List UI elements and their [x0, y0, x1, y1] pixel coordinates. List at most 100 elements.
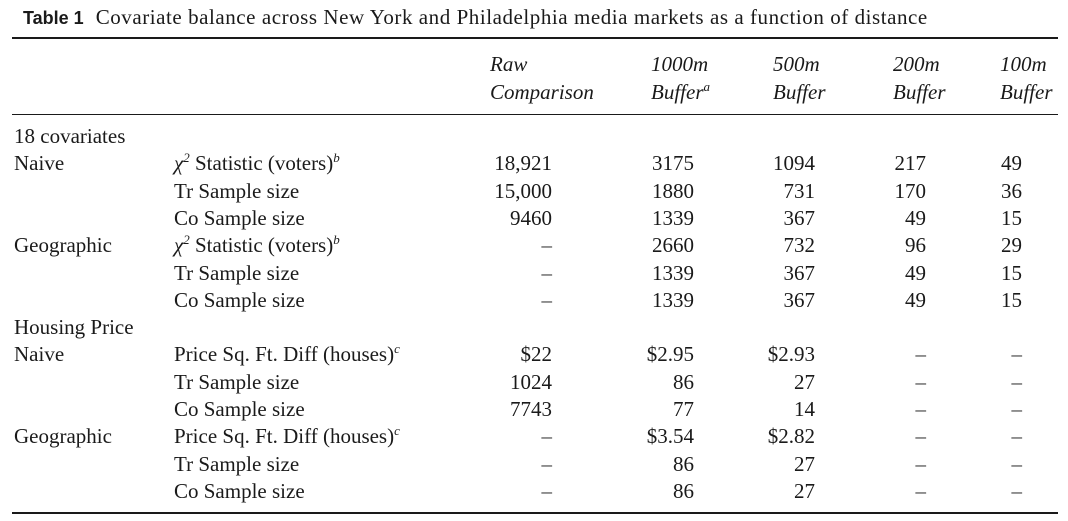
- table-label: Table 1: [23, 8, 84, 28]
- footnote-marker: a: [703, 79, 711, 94]
- table-row: Co Sample size – 86 27 – –: [0, 478, 1068, 505]
- row-group-label: Geographic: [14, 424, 112, 449]
- table-cell: 86: [673, 451, 694, 476]
- table-cell: 15: [1001, 287, 1022, 312]
- table-cell: 49: [905, 205, 926, 230]
- row-label: Tr Sample size: [174, 451, 299, 478]
- row-label-text: Co Sample size: [174, 287, 305, 312]
- table-cell: –: [541, 287, 553, 312]
- chi-squared-symbol: χ2: [174, 150, 190, 176]
- row-group-label: Geographic: [14, 233, 112, 258]
- row-label-text: Tr Sample size: [174, 260, 300, 285]
- column-header-100m: 100m Buffer: [1000, 51, 1053, 105]
- table-cell: 27: [794, 369, 815, 394]
- row-label-text: Co Sample size: [174, 205, 305, 230]
- table-cell: 367: [783, 205, 816, 230]
- column-header-line1: 500m: [773, 52, 820, 76]
- table-row: Housing Price: [0, 314, 1068, 341]
- table-cell: –: [915, 342, 927, 367]
- table-cell: 77: [673, 397, 694, 421]
- row-label: Price Sq. Ft. Diff (houses)c: [174, 341, 400, 368]
- table-cell: –: [541, 260, 553, 285]
- table-cell: –: [1011, 369, 1023, 394]
- table-cell: –: [915, 397, 927, 421]
- table-cell: 367: [783, 260, 816, 285]
- row-label-text: Statistic (voters): [195, 151, 334, 176]
- column-header-line2: Buffer: [773, 80, 826, 104]
- table-cell: 7743: [510, 397, 552, 421]
- row-label-text: Tr Sample size: [174, 369, 300, 394]
- table-cell: 9460: [510, 205, 552, 230]
- top-rule: [12, 37, 1058, 39]
- table-caption: Table 1 Covariate balance across New York…: [23, 5, 928, 30]
- table-row: Co Sample size – 1339 367 49 15: [0, 287, 1068, 314]
- footnote-marker: c: [394, 423, 400, 439]
- table-cell: 96: [905, 233, 926, 258]
- table-cell: –: [1011, 478, 1023, 503]
- table-cell: 1880: [652, 178, 694, 203]
- column-header-200m: 200m Buffer: [893, 51, 946, 105]
- table-cell: $22: [520, 342, 553, 367]
- column-header-line1: 100m: [1000, 52, 1047, 76]
- row-label-text: Price Sq. Ft. Diff (houses): [174, 342, 395, 367]
- row-label-text: Price Sq. Ft. Diff (houses): [174, 424, 395, 449]
- row-label-text: Tr Sample size: [174, 178, 300, 203]
- column-header-line2: Comparison: [490, 80, 594, 104]
- table-cell: –: [541, 478, 553, 503]
- table-row: Tr Sample size 1024 86 27 – –: [0, 369, 1068, 396]
- footnote-marker: b: [333, 150, 340, 166]
- table-cell: 86: [673, 478, 694, 503]
- table-cell: $2.93: [767, 342, 815, 367]
- column-header-line2: Buffer: [651, 80, 704, 104]
- row-label-text: Statistic (voters): [195, 233, 334, 258]
- row-label: Price Sq. Ft. Diff (houses)c: [174, 423, 400, 450]
- row-label: Co Sample size: [174, 396, 305, 423]
- table-cell: –: [915, 369, 927, 394]
- row-group-label: Naive: [14, 151, 65, 176]
- column-header-line2: Buffer: [1000, 80, 1053, 104]
- column-header-500m: 500m Buffer: [773, 51, 826, 105]
- table-cell: 1094: [773, 151, 815, 176]
- table-cell: 15: [1001, 260, 1022, 285]
- table-cell: 49: [1001, 151, 1022, 176]
- row-group-label: 18 covariates: [14, 124, 126, 148]
- table-cell: 49: [905, 260, 926, 285]
- table-cell: 1339: [652, 260, 694, 285]
- row-label-text: Co Sample size: [174, 478, 305, 503]
- column-header-line1: Raw: [490, 52, 528, 76]
- table-cell: 3175: [652, 151, 694, 176]
- table-cell: 15: [1001, 205, 1022, 230]
- table-cell: –: [1011, 342, 1023, 367]
- table-cell: 15,000: [494, 178, 552, 203]
- table-row: Geographic χ2 Statistic (voters)b – 2660 732…: [0, 232, 1068, 259]
- table-cell: $3.54: [646, 424, 694, 449]
- table-cell: 27: [794, 451, 815, 476]
- row-label: Co Sample size: [174, 478, 305, 505]
- table-cell: 217: [894, 151, 927, 176]
- row-group-label: Housing Price: [14, 315, 134, 340]
- table-row: Tr Sample size – 1339 367 49 15: [0, 260, 1068, 287]
- table-cell: 36: [1001, 178, 1022, 203]
- footnote-marker: b: [333, 232, 340, 248]
- table-cell: 18,921: [494, 151, 552, 176]
- row-label-text: Co Sample size: [174, 397, 305, 421]
- table-cell: –: [915, 424, 927, 449]
- row-label: Tr Sample size: [174, 369, 299, 396]
- row-label: Co Sample size: [174, 205, 305, 232]
- table-cell: 1339: [652, 205, 694, 230]
- table-cell: 27: [794, 478, 815, 503]
- row-label: χ2 Statistic (voters)b: [174, 150, 340, 177]
- table-cell: –: [915, 478, 927, 503]
- table-row: Naive Price Sq. Ft. Diff (houses)c $22 $2.9…: [0, 341, 1068, 368]
- table-cell: 367: [783, 287, 816, 312]
- table-row: 18 covariates: [0, 123, 1068, 150]
- table-cell: 86: [673, 369, 694, 394]
- table-cell: 29: [1001, 233, 1022, 258]
- table-row: Tr Sample size 15,000 1880 731 170 36: [0, 178, 1068, 205]
- table-cell: –: [541, 233, 553, 258]
- table-cell: –: [1011, 397, 1023, 421]
- row-label: χ2 Statistic (voters)b: [174, 232, 340, 259]
- table-cell: 14: [794, 397, 815, 421]
- table-cell: –: [541, 451, 553, 476]
- column-header-raw: Raw Comparison: [490, 51, 594, 105]
